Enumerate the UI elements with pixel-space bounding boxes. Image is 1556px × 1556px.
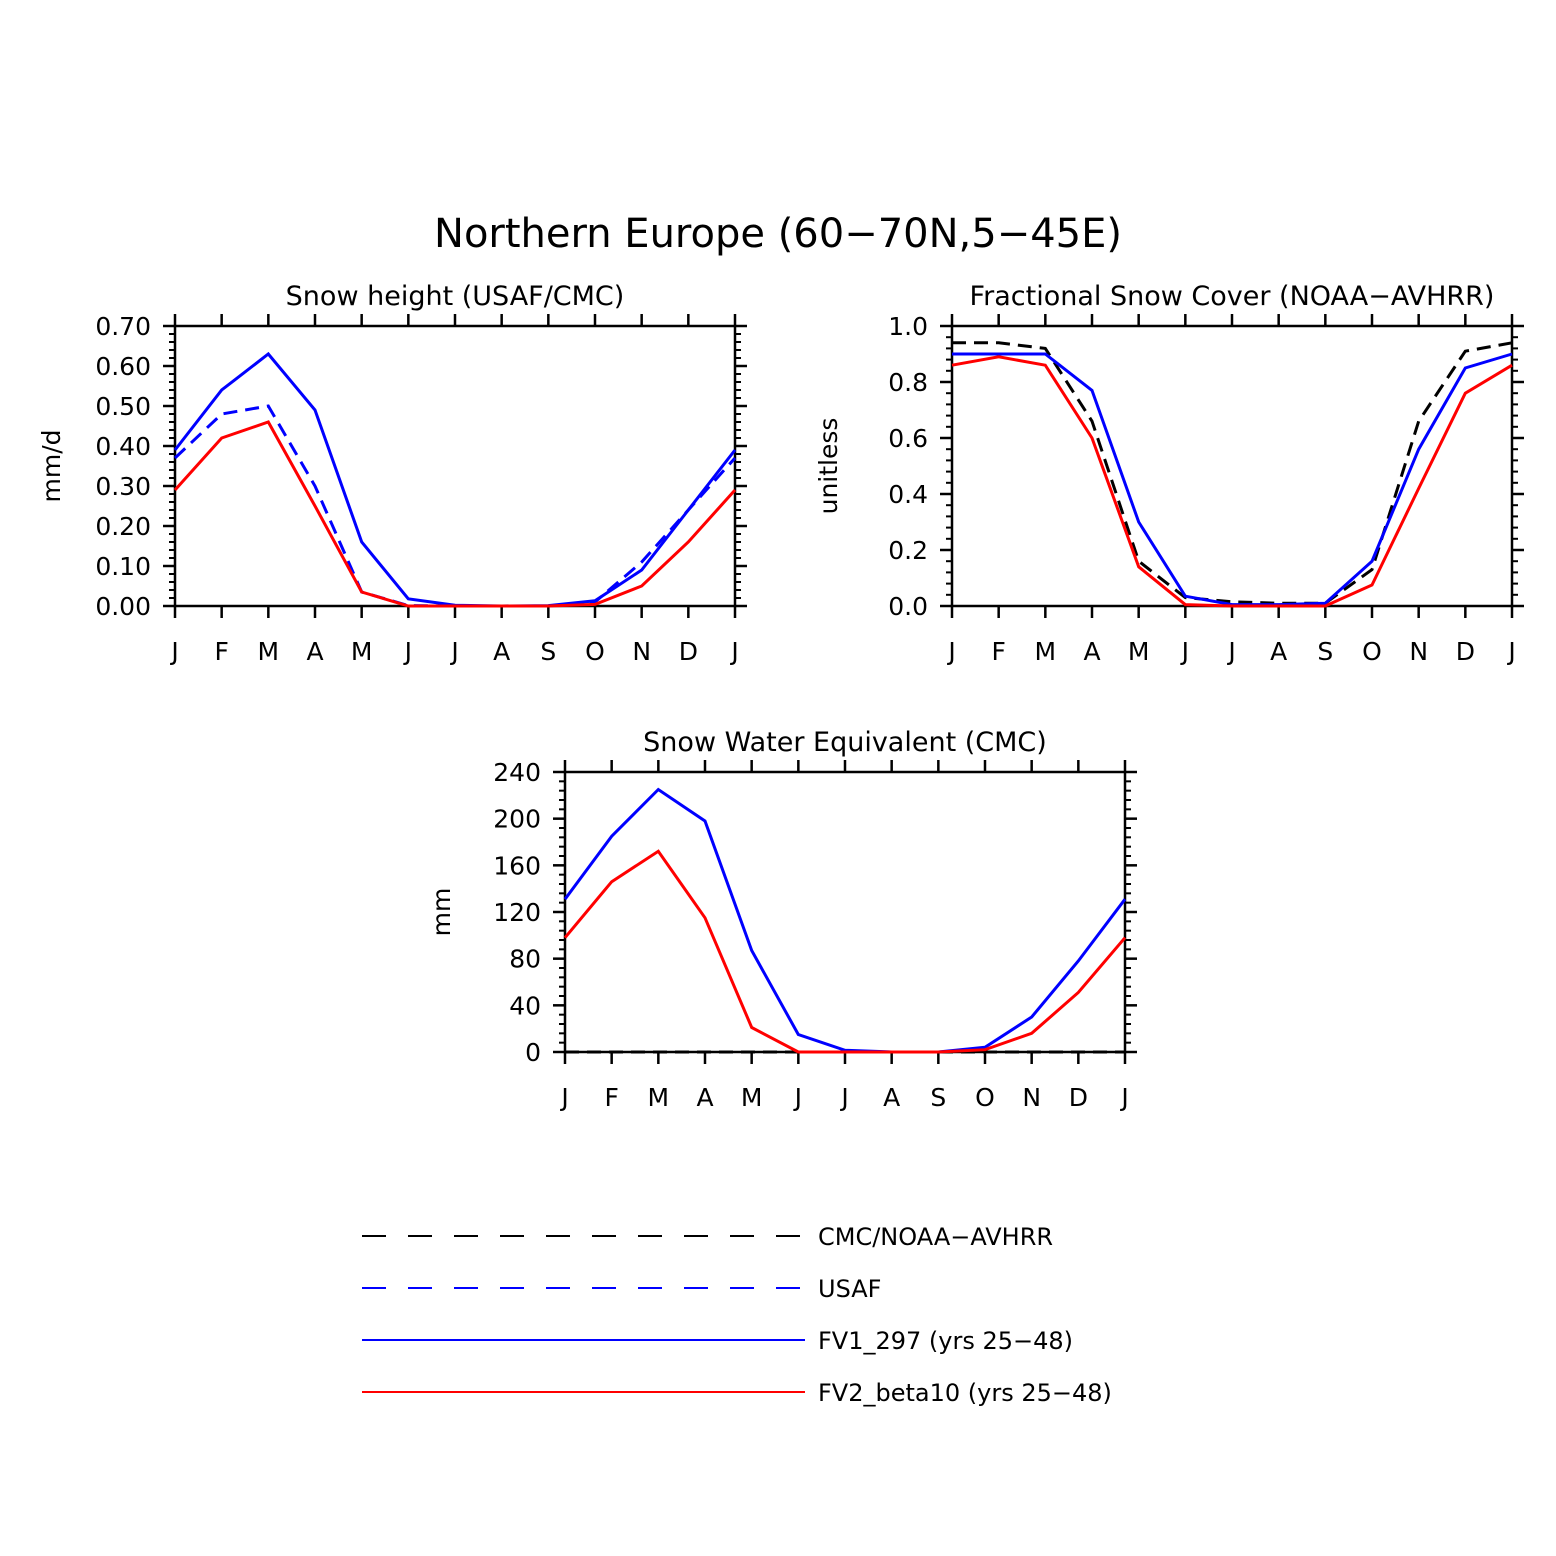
x-tick-label: D bbox=[679, 637, 698, 666]
series-line-fv1-297 bbox=[563, 787, 1127, 1054]
x-tick-label: S bbox=[930, 1083, 946, 1112]
x-tick-label: M bbox=[648, 1083, 670, 1112]
x-tick-label: D bbox=[1456, 637, 1475, 666]
x-tick-label: J bbox=[169, 637, 178, 666]
y-tick-label: 0.40 bbox=[95, 432, 151, 461]
x-tick-label: M bbox=[258, 637, 280, 666]
x-tick-label: F bbox=[991, 637, 1005, 666]
y-tick-label: 200 bbox=[493, 805, 541, 834]
y-tick-label: 0.10 bbox=[95, 552, 151, 581]
x-tick-label: J bbox=[1506, 637, 1515, 666]
x-tick-label: A bbox=[696, 1083, 713, 1112]
series-line-cmc-noaa-avhrr bbox=[952, 341, 1513, 605]
x-tick-label: N bbox=[1022, 1083, 1041, 1112]
y-tick-label: 0.60 bbox=[95, 352, 151, 381]
series-line-fv2-beta10 bbox=[951, 355, 1513, 608]
x-tick-label: F bbox=[214, 637, 228, 666]
x-tick-label: O bbox=[585, 637, 605, 666]
x-tick-label: S bbox=[540, 637, 556, 666]
x-tick-label: J bbox=[403, 637, 412, 666]
panel-title: Snow height (USAF/CMC) bbox=[286, 281, 625, 312]
x-tick-label: J bbox=[793, 1083, 802, 1112]
y-tick-label: 40 bbox=[509, 991, 541, 1020]
x-tick-label: A bbox=[883, 1083, 900, 1112]
x-tick-label: J bbox=[946, 637, 955, 666]
y-tick-label: 240 bbox=[493, 758, 541, 787]
x-tick-label: M bbox=[1128, 637, 1150, 666]
y-tick-label: 0.30 bbox=[95, 472, 151, 501]
series-line-fv1-297 bbox=[952, 352, 1513, 607]
x-tick-label: A bbox=[493, 637, 510, 666]
y-tick-label: 0.8 bbox=[888, 368, 928, 397]
series-line-fv2-beta10 bbox=[563, 849, 1127, 1054]
y-tick-label: 160 bbox=[493, 851, 541, 880]
y-tick-label: 0.50 bbox=[95, 392, 151, 421]
x-tick-label: J bbox=[559, 1083, 568, 1112]
chart-panel-2: Fractional Snow Cover (NOAA−AVHRR) unitle… bbox=[814, 281, 1524, 666]
x-tick-label: J bbox=[729, 637, 738, 666]
x-tick-label: N bbox=[632, 637, 651, 666]
x-tick-label: J bbox=[839, 1083, 848, 1112]
y-axis-label: unitless bbox=[814, 418, 843, 515]
panel-title: Fractional Snow Cover (NOAA−AVHRR) bbox=[970, 281, 1495, 312]
panel-title: Snow Water Equivalent (CMC) bbox=[643, 727, 1047, 758]
figure-title: Northern Europe (60−70N,5−45E) bbox=[434, 211, 1122, 257]
y-axis-label: mm bbox=[427, 888, 456, 937]
y-tick-label: 1.0 bbox=[888, 312, 928, 341]
y-tick-label: 120 bbox=[493, 898, 541, 927]
x-tick-label: M bbox=[351, 637, 373, 666]
chart-panel-3: Snow Water Equivalent (CMC)mmJ F M A M J J A S O N… bbox=[427, 727, 1137, 1112]
legend-label: USAF bbox=[818, 1275, 881, 1303]
legend-label: FV1_297 (yrs 25−48) bbox=[818, 1327, 1073, 1355]
series-line-usaf bbox=[173, 404, 737, 608]
y-tick-label: 0.2 bbox=[888, 536, 928, 565]
y-tick-label: 0.00 bbox=[95, 592, 151, 621]
legend-label: FV2_beta10 (yrs 25−48) bbox=[818, 1379, 1112, 1407]
x-tick-label: O bbox=[975, 1083, 995, 1112]
series-line-fv1-297 bbox=[173, 351, 737, 608]
x-tick-label: D bbox=[1069, 1083, 1088, 1112]
series-line-fv2-beta10 bbox=[173, 420, 737, 608]
y-axis-label: mm/d bbox=[37, 430, 66, 503]
y-tick-label: 0.70 bbox=[95, 312, 151, 341]
x-tick-label: A bbox=[1270, 637, 1287, 666]
y-tick-label: 0.4 bbox=[888, 480, 928, 509]
x-tick-label: A bbox=[306, 637, 323, 666]
y-tick-label: 0.6 bbox=[888, 424, 928, 453]
y-tick-label: 80 bbox=[509, 945, 541, 974]
plot-frame bbox=[173, 324, 737, 608]
y-tick-label: 0.20 bbox=[95, 512, 151, 541]
x-tick-label: O bbox=[1362, 637, 1382, 666]
x-tick-label: J bbox=[1226, 637, 1235, 666]
plot-frame bbox=[563, 770, 1127, 1054]
x-tick-label: F bbox=[604, 1083, 618, 1112]
x-tick-label: S bbox=[1317, 637, 1333, 666]
x-tick-label: M bbox=[1035, 637, 1057, 666]
x-tick-label: N bbox=[1409, 637, 1428, 666]
legend-label: CMC/NOAA−AVHRR bbox=[818, 1223, 1053, 1251]
y-tick-label: 0.0 bbox=[888, 592, 928, 621]
chart-panel-1: Snow height (USAF/CMC)mm/dJ F M A M J J A S O N D J0… bbox=[37, 281, 747, 666]
x-tick-label: M bbox=[741, 1083, 763, 1112]
y-tick-label: 0 bbox=[525, 1038, 541, 1067]
x-tick-label: J bbox=[1119, 1083, 1128, 1112]
x-tick-label: A bbox=[1083, 637, 1100, 666]
legend: CMC/NOAA−AVHRR USAF FV1_297 (yrs 25−48) FV2… bbox=[362, 1223, 1112, 1407]
x-tick-label: J bbox=[1180, 637, 1189, 666]
x-tick-label: J bbox=[449, 637, 458, 666]
